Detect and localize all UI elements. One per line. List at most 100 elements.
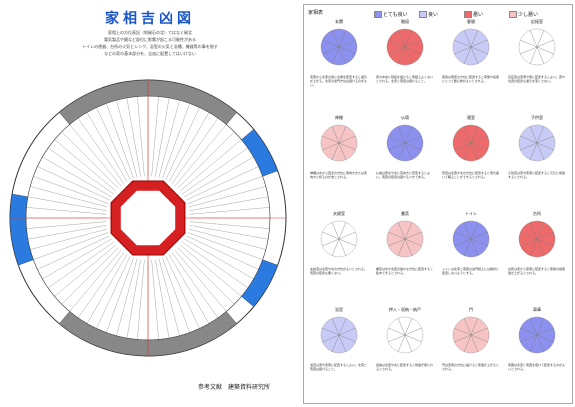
ray: [151, 259, 159, 340]
pie-sector: [454, 126, 472, 144]
ray: [77, 117, 125, 184]
ray: [165, 107, 200, 180]
cell-description: 浴室は東や東南に配置するとよい。北東と南西は避けること。: [310, 363, 368, 371]
cell: 玄関東南から北東の間に玄関を配置すると運気が上がる。北東の鬼門方位は避けるのがよ…: [308, 19, 370, 113]
direction-pie: [452, 220, 490, 258]
pie-sector: [322, 30, 340, 48]
direction-pie: [452, 124, 490, 162]
cell-description: 神棚は北から西北の方位に南向きまたは東向きに祀るのが吉とされる。: [310, 171, 368, 179]
direction-pie: [320, 124, 358, 162]
ray: [33, 232, 109, 260]
cell: 書斎書斎は北や北西の静かな方位に配置すると集中できるとされる。: [374, 211, 436, 305]
cell-description: 夫婦室は北西や北の方位がよいとされる。南西の配置も悪くない。: [310, 267, 367, 275]
cell: 押入・収納・納戸 収納は北西や北に配置すると財運が保たれるとされる。: [374, 307, 436, 401]
legend-swatch: [464, 11, 472, 18]
legend-item: 良い: [419, 11, 438, 18]
pie-sector: [388, 222, 406, 240]
legend-swatch: [509, 11, 517, 18]
ray: [69, 250, 122, 312]
page-title: 家相吉凶図: [105, 11, 195, 27]
ray: [30, 228, 108, 250]
cell: 子供室子供室は東や東南に配置すると元気に成長するとされる。: [506, 115, 568, 209]
subtitle-line: トイレの便器、台所の火気とシンク、浴室の火気と浴槽、機器等の事を指す: [82, 44, 218, 49]
ray: [187, 232, 263, 260]
ray: [33, 176, 109, 204]
ray: [42, 238, 112, 280]
direction-pie: [518, 316, 556, 354]
ray: [61, 247, 119, 305]
pie-sector: [520, 126, 538, 144]
ray: [168, 254, 210, 324]
subtitle-line: 電気製品や鏡など部位に影響が起こる可能性がある: [104, 37, 196, 42]
cell-description: 書斎は北や北西の静かな方位に配置すると集中できるとされる。: [376, 267, 434, 275]
ray: [189, 225, 269, 240]
pie-sector: [454, 30, 472, 48]
cell: 台所 台所は東から東南に配置すると家族の健康運が上がるとされる。: [506, 211, 568, 305]
ray: [174, 124, 227, 186]
cell-name: 書斎: [401, 211, 409, 216]
ray: [54, 244, 116, 297]
ray: [162, 103, 190, 179]
ray: [126, 97, 141, 177]
ray: [189, 221, 270, 229]
cell-description: 車庫は北東と南西を避けて配置するのがよいとされる。: [508, 363, 565, 371]
cell: 階段 家の中央に階段を設けると家相上よくないとされる。北東と南西は避けること。: [374, 19, 436, 113]
cell-name: 階段: [401, 19, 409, 24]
ray: [186, 166, 259, 201]
cell-name: 寝室: [467, 115, 475, 120]
ray: [184, 156, 254, 198]
cell-name: 神棚: [335, 115, 343, 120]
ray: [189, 207, 270, 215]
direction-pie: [518, 28, 556, 66]
ray: [155, 259, 170, 339]
cell: 門門は東南の方位に設けると家運が上がるとされる。: [440, 307, 502, 401]
cell-name: 門: [469, 307, 473, 312]
pie-sector: [520, 30, 538, 48]
cell-name: 仏壇: [401, 115, 409, 120]
pie-sector: [322, 222, 340, 240]
left-page: 家相吉凶図 家相上の方位表記（地磁石の北）ではなく磁北 電気製品や鏡など部位に影響…: [9, 11, 287, 391]
direction-pie: [518, 124, 556, 162]
cell-name: 玄関: [335, 19, 343, 24]
ray: [37, 166, 110, 201]
cell-name: 客間: [467, 19, 475, 24]
subtitle-line: 家相上の方位表記（地磁石の北）ではなく磁北: [108, 30, 192, 35]
cell-description: 子供室は東や東南に配置すると元気に成長するとされる。: [508, 171, 566, 179]
cell: 客間客間は南東の方位に配置すると家族や来客にとって居心地がよいとされる。: [440, 19, 502, 113]
cell-name: 浴室: [335, 307, 343, 312]
cell-name: 車庫: [533, 307, 541, 312]
pie-sector: [388, 30, 406, 48]
pie-sector: [388, 318, 406, 336]
pie-sector: [454, 222, 472, 240]
ray: [27, 225, 107, 240]
cell-name: 夫婦室: [333, 211, 345, 216]
credit-text: 参考文献 建築資料研究所: [198, 384, 271, 391]
ray: [54, 139, 116, 192]
legend-item: 悪い: [464, 11, 483, 18]
cell-description: 客間は南東の方位に配置すると家族や来客にとって居心地がよいとされる。: [442, 75, 500, 83]
cell: トイレ トイレは北東と南西の鬼門線上には絶対に配置しないようにする。: [440, 211, 502, 305]
ray: [96, 256, 131, 329]
direction-pie: [320, 28, 358, 66]
ray: [151, 96, 159, 177]
pie-sector: [454, 318, 472, 336]
ray: [184, 238, 254, 280]
ray: [106, 103, 134, 179]
ray: [158, 258, 180, 336]
ray: [177, 247, 235, 305]
direction-pie: [320, 220, 358, 258]
ray: [116, 258, 138, 336]
pie-sector: [520, 318, 538, 336]
cell-description: 東南から北東の間に玄関を配置すると運気が上がる。北東の鬼門方位は避けるのがよい。: [310, 75, 368, 87]
legend-label: とても良い: [383, 12, 408, 18]
direction-pie: [518, 220, 556, 258]
ray: [37, 235, 110, 270]
pie-sector: [520, 222, 538, 240]
cell: 仏壇 仏壇は西北や北に東向きに安置するとよい。南西の配置は避けるべきである。: [374, 115, 436, 209]
compass-wheel: [9, 79, 287, 357]
ray: [165, 256, 200, 329]
center-octagon-inner: [119, 189, 177, 247]
ray: [86, 112, 128, 182]
ray: [162, 257, 190, 333]
cell-name: 子供室: [531, 115, 543, 120]
